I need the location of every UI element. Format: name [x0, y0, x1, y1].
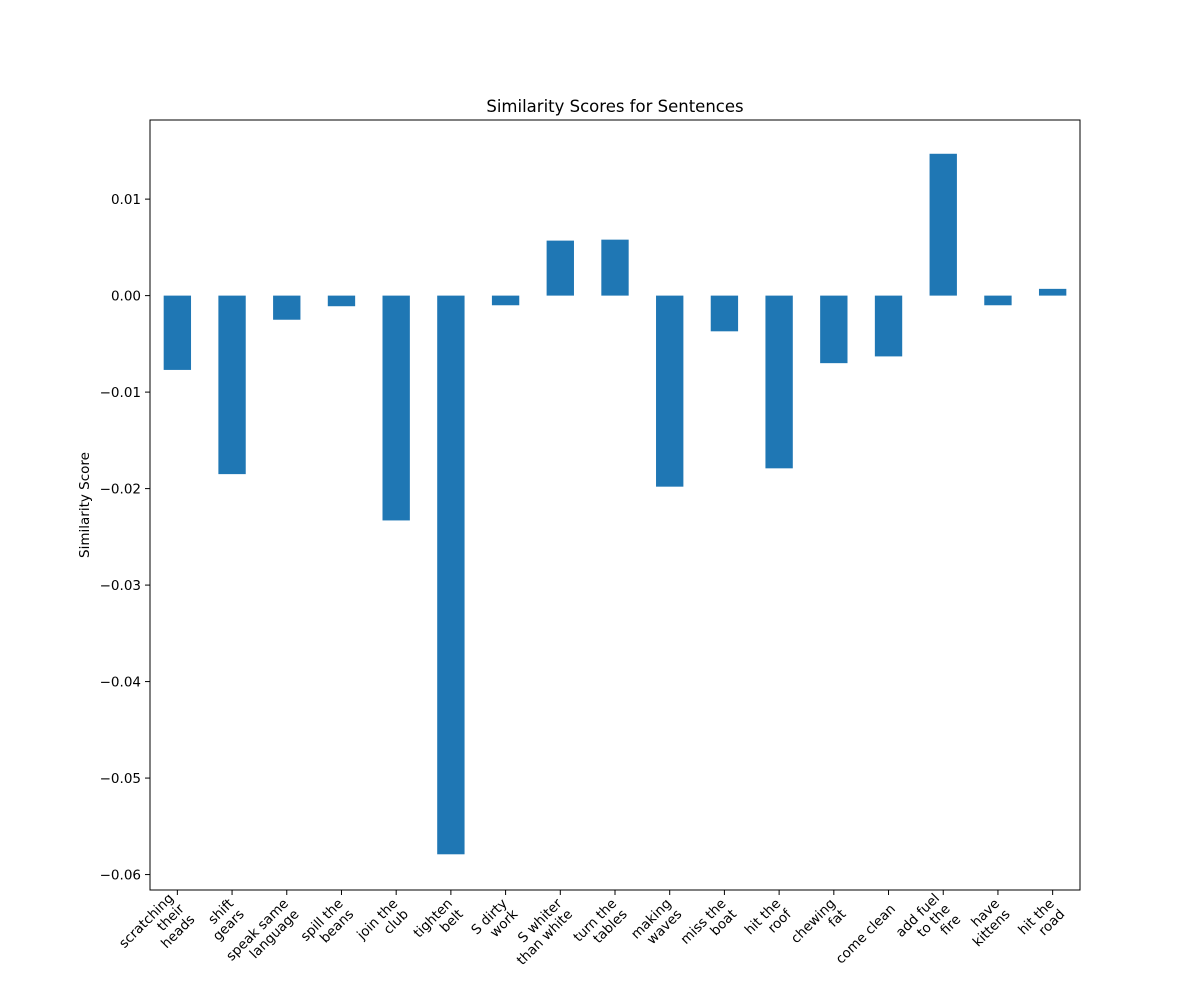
bar-7 — [546, 240, 574, 296]
bar-5 — [437, 295, 465, 855]
bar-3 — [327, 295, 356, 307]
y-tick-label: 0.00 — [111, 289, 141, 305]
chart-title: Similarity Scores for Sentences — [486, 97, 743, 116]
bar-16 — [1038, 288, 1067, 296]
y-axis-ticks: 0.01 0.00 −0.01 −0.02 −0.03 −0.04 −0.05 −0.06 — [100, 192, 150, 884]
y-tick-label: −0.06 — [100, 868, 141, 884]
bar-14 — [929, 153, 957, 296]
bar-8 — [601, 239, 629, 296]
bar-2 — [273, 295, 301, 320]
bar-4 — [382, 295, 410, 521]
bar-10 — [710, 295, 739, 332]
bar-6 — [491, 295, 520, 306]
y-tick-label: −0.01 — [100, 385, 141, 401]
y-tick-label: 0.01 — [111, 192, 141, 208]
y-axis-label: Similarity Score — [77, 452, 93, 558]
bar-15 — [984, 295, 1012, 306]
bars-group — [163, 153, 1067, 855]
y-tick-label: −0.04 — [100, 675, 141, 691]
y-tick-label: −0.03 — [100, 578, 141, 594]
bar-0 — [163, 295, 192, 370]
bar-1 — [218, 295, 246, 475]
bar-9 — [656, 295, 684, 487]
bar-13 — [874, 295, 903, 357]
bar-12 — [820, 295, 848, 364]
plot-area-frame — [149, 119, 1081, 891]
y-tick-label: −0.05 — [100, 771, 141, 787]
y-tick-label: −0.02 — [100, 482, 141, 498]
bar-11 — [765, 295, 793, 469]
